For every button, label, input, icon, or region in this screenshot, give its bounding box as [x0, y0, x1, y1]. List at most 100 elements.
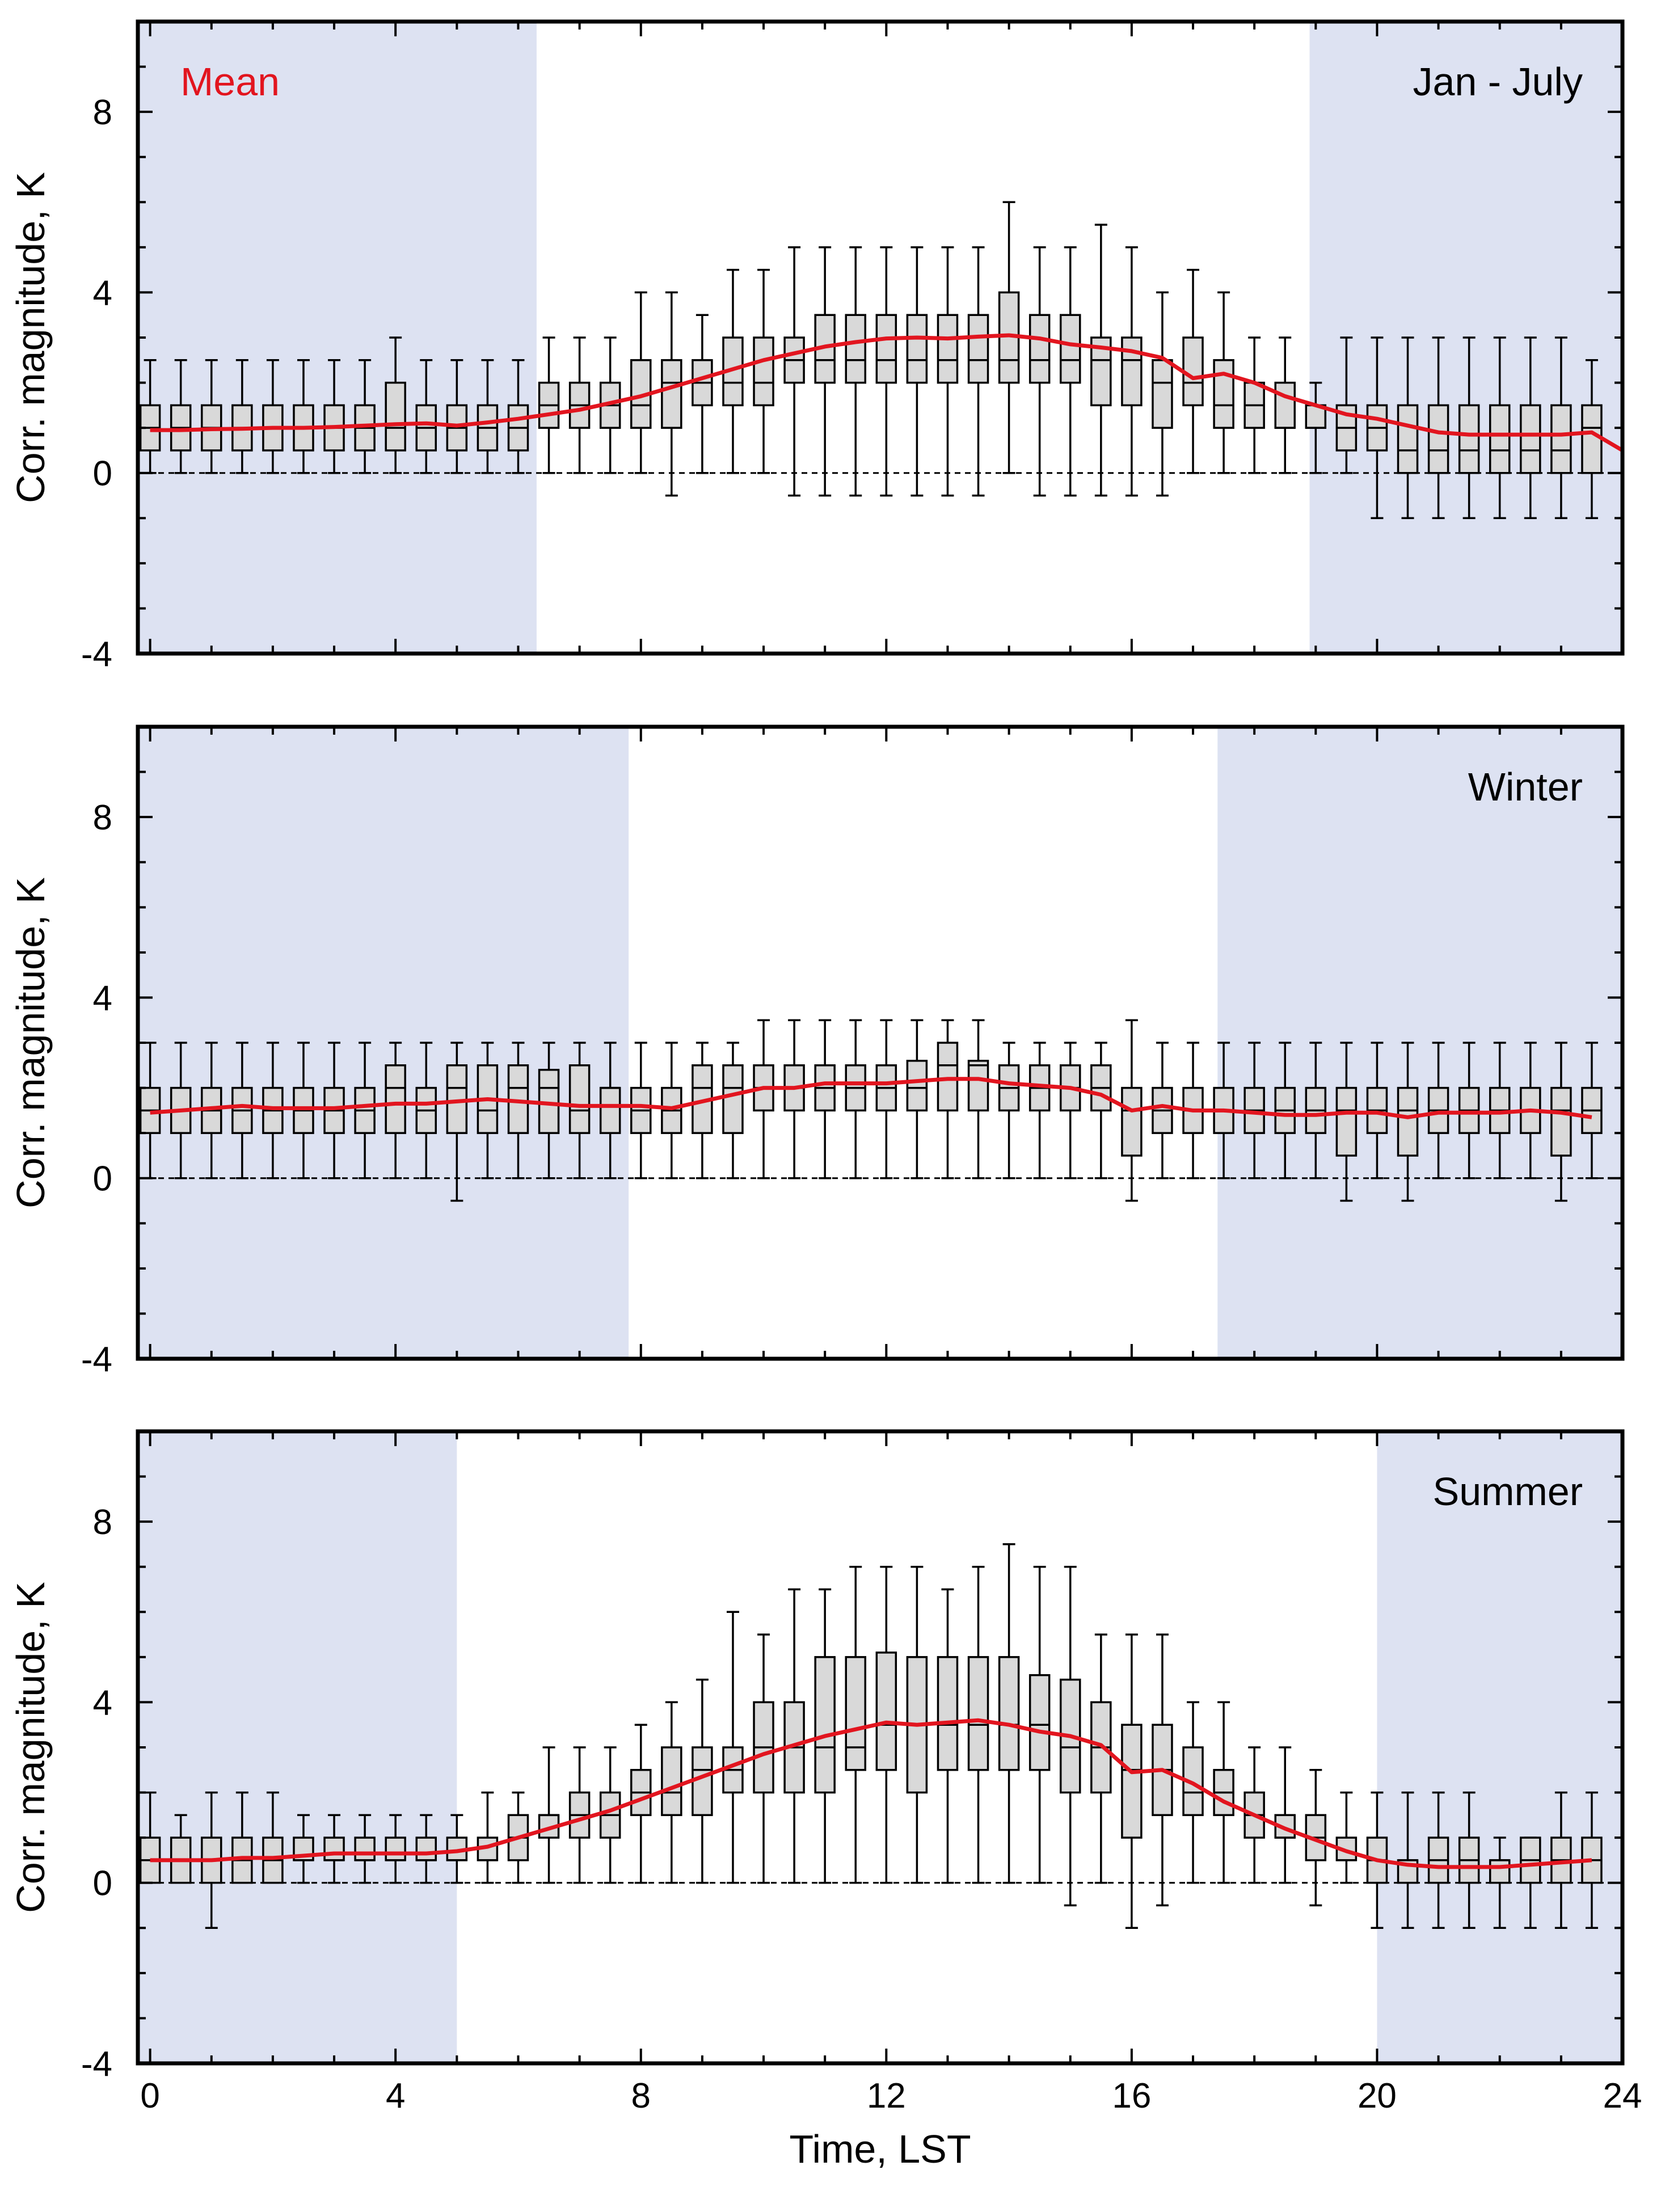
box-iqr	[354, 1836, 376, 1861]
box-plot	[170, 359, 192, 474]
box-plot	[477, 1791, 499, 1884]
box-plot	[1489, 1042, 1511, 1179]
box-iqr	[753, 336, 774, 407]
box-plot	[661, 1701, 682, 1884]
box-iqr	[937, 314, 959, 384]
box-plot	[661, 1042, 682, 1179]
panel-label: Jan - July	[1413, 60, 1583, 104]
box-plot	[998, 1543, 1020, 1884]
box-plot	[446, 359, 468, 474]
box-plot	[753, 268, 774, 474]
box-iqr	[1550, 404, 1572, 474]
box-plot	[507, 359, 529, 474]
box-iqr	[568, 1064, 591, 1134]
box-plot	[1581, 1042, 1603, 1179]
box-plot	[937, 1588, 959, 1884]
y-tick-label: 0	[93, 454, 112, 494]
box-iqr	[845, 1656, 866, 1771]
box-plot	[599, 1042, 621, 1179]
box-plot	[1274, 1042, 1296, 1179]
box-plot	[814, 1588, 836, 1884]
box-plot	[1121, 1633, 1143, 1929]
box-plot	[783, 1588, 805, 1884]
box-plot	[967, 246, 989, 497]
box-plot	[568, 1042, 591, 1179]
box-plot	[568, 1746, 591, 1884]
box-iqr	[1028, 314, 1051, 384]
mean-line	[150, 1077, 1592, 1119]
box-iqr	[1028, 1674, 1051, 1771]
x-tick-label: 4	[386, 2076, 405, 2116]
box-plot	[415, 1042, 437, 1179]
box-iqr	[845, 314, 866, 384]
box-iqr	[1121, 1724, 1143, 1839]
box-plot	[323, 1042, 345, 1179]
box-iqr	[875, 1651, 897, 1771]
box-plot	[1274, 1746, 1296, 1884]
box-plot	[875, 1565, 897, 1884]
box-plot	[906, 246, 928, 497]
box-plot	[1550, 336, 1572, 520]
box-plot	[1152, 1042, 1173, 1179]
box-plot	[845, 246, 866, 497]
box-iqr	[722, 1064, 744, 1134]
y-tick-label: 4	[93, 273, 112, 313]
box-plot	[1458, 336, 1480, 520]
box-plot	[1152, 291, 1173, 497]
box-iqr	[1335, 1086, 1358, 1157]
y-tick-label: 8	[93, 798, 112, 837]
box-plot	[722, 268, 744, 474]
y-tick-label: -4	[81, 2045, 112, 2084]
box-plot	[692, 1042, 713, 1179]
box-plot	[1028, 246, 1051, 497]
box-plot	[1520, 1836, 1541, 1929]
box-plot	[385, 1814, 406, 1884]
box-plot	[967, 1019, 989, 1179]
box-plot	[845, 1565, 866, 1884]
box-iqr	[1121, 1086, 1143, 1157]
box-plot	[1028, 1565, 1051, 1884]
box-plot	[692, 314, 713, 474]
box-plot	[599, 336, 621, 474]
box-iqr	[875, 314, 897, 384]
box-iqr	[1427, 404, 1449, 474]
box-plot	[1090, 224, 1112, 497]
box-iqr	[1520, 404, 1541, 474]
y-tick-label: 8	[93, 93, 112, 132]
box-plot	[1550, 1042, 1572, 1202]
box-plot	[967, 1565, 989, 1884]
box-plot	[937, 246, 959, 497]
mean-line	[150, 333, 1624, 452]
x-axis-label: Time, LST	[789, 2127, 971, 2171]
box-iqr	[1213, 359, 1234, 429]
box-iqr	[1581, 404, 1603, 474]
box-iqr	[385, 381, 406, 452]
box-plot	[630, 1724, 652, 1884]
box-plot	[477, 359, 499, 474]
box-plot	[753, 1633, 774, 1884]
x-axis-ticks: 0 4 8 12 16 20 24	[140, 1431, 1642, 2116]
box-iqr	[967, 1060, 989, 1112]
panel-winter: -4 0 4 8 Winter Corr. magnitude, K	[9, 724, 1625, 1379]
plot-frame	[136, 19, 1625, 656]
box-iqr	[661, 359, 682, 429]
box-plot	[1366, 1042, 1388, 1179]
box-plot	[1305, 1042, 1327, 1179]
y-axis-label: Corr. magnitude, K	[9, 877, 53, 1208]
box-plot	[1489, 1836, 1511, 1929]
box-iqr	[1152, 359, 1173, 429]
box-iqr	[967, 1656, 989, 1771]
box-iqr	[1274, 381, 1296, 429]
box-plot	[1335, 1042, 1358, 1202]
box-plot	[1182, 1701, 1204, 1884]
box-plot	[1090, 1042, 1112, 1179]
box-iqr	[661, 1746, 682, 1817]
box-iqr	[998, 1656, 1020, 1771]
box-plot	[1059, 246, 1081, 497]
box-iqr	[1458, 404, 1480, 474]
box-plot	[385, 1042, 406, 1179]
box-plot	[845, 1019, 866, 1179]
y-tick-label: -4	[81, 1340, 112, 1379]
y-axis-label: Corr. magnitude, K	[9, 1582, 53, 1913]
